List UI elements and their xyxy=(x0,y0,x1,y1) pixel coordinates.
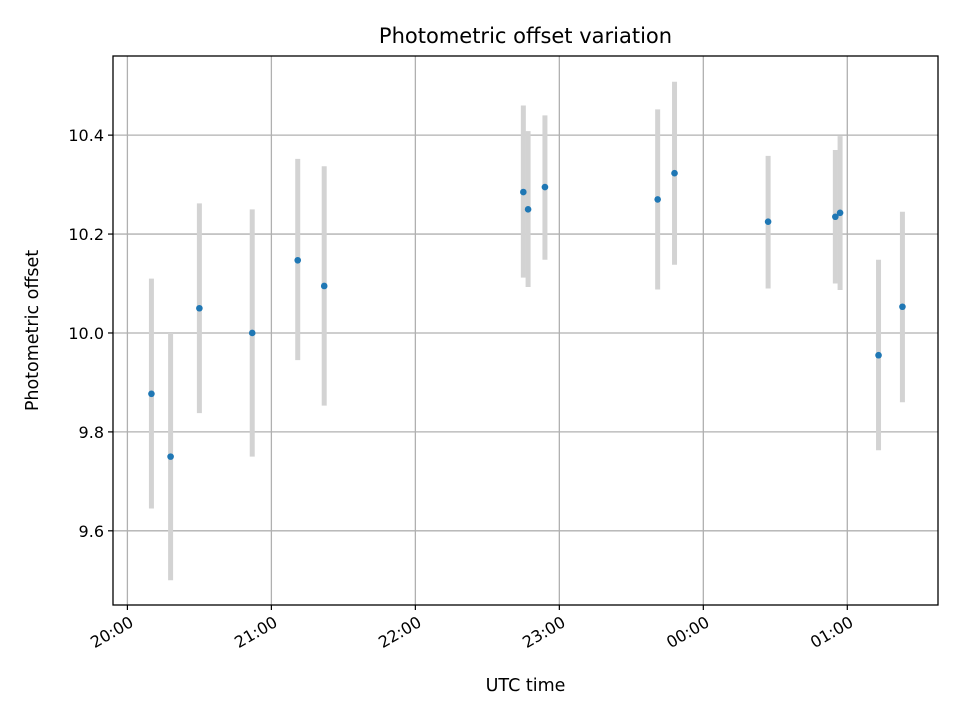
y-tick-label: 10.4 xyxy=(68,126,104,145)
data-point xyxy=(899,303,906,311)
data-point xyxy=(148,390,155,398)
y-tick-label: 9.8 xyxy=(79,423,104,442)
grid xyxy=(113,56,938,605)
data-point xyxy=(541,183,549,191)
data-point xyxy=(167,453,174,460)
x-axis-label: UTC time xyxy=(486,676,566,696)
data-point xyxy=(294,256,302,264)
data-point xyxy=(520,188,527,196)
plot-frame xyxy=(112,55,939,606)
y-tick-label: 10.2 xyxy=(68,225,104,244)
data-point xyxy=(248,329,256,337)
data-point xyxy=(836,209,844,217)
data-point xyxy=(320,282,328,290)
data-point xyxy=(875,351,882,359)
y-tick-label: 10.0 xyxy=(68,324,104,343)
data-point xyxy=(764,218,772,225)
data-point xyxy=(671,169,678,177)
y-axis-label: Photometric offset xyxy=(23,250,43,411)
data-point xyxy=(524,206,532,213)
data-point xyxy=(196,304,203,312)
chart-title: Photometric offset variation xyxy=(379,24,672,48)
data-points xyxy=(148,169,906,460)
data-point xyxy=(832,213,839,221)
data-point xyxy=(654,196,661,203)
y-tick-label: 9.6 xyxy=(79,522,104,541)
